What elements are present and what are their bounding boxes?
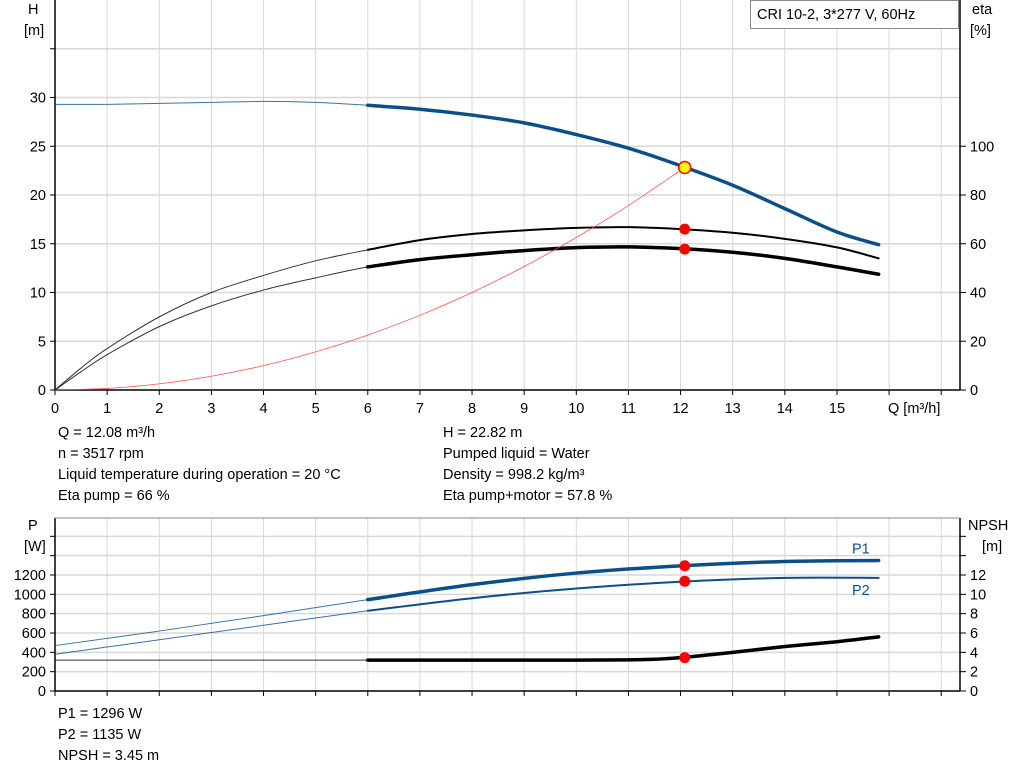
y-tick-label-left: 15 xyxy=(30,237,46,253)
y-axis-label-left: H xyxy=(28,2,38,18)
series-eta_pump-line xyxy=(54,226,879,391)
series-eta_total-operating-range xyxy=(366,245,881,276)
y-tick-label-right: 100 xyxy=(970,139,994,155)
y-tick-label-right: 4 xyxy=(970,645,978,661)
series-eta_pump-operating-range xyxy=(366,226,880,260)
series-H-line xyxy=(54,100,879,246)
series-eta_total-line xyxy=(54,246,879,391)
operating-point-marker xyxy=(677,160,692,175)
y-tick-label-left: 600 xyxy=(22,626,46,642)
y-tick-label-right: 8 xyxy=(970,607,978,623)
series-label-P2: P2 xyxy=(852,583,870,599)
operating-point-marker xyxy=(679,652,691,664)
y-axis-label-right: [%] xyxy=(970,23,991,39)
x-axis-label: Q [m³/h] xyxy=(888,401,940,417)
x-tick-label: 14 xyxy=(777,401,793,417)
x-tick-label: 2 xyxy=(155,401,163,417)
y-tick-label-left: 1000 xyxy=(14,587,46,603)
operating-point-marker xyxy=(679,223,691,235)
y-tick-label-right: 2 xyxy=(970,665,978,681)
info-temperature: Liquid temperature during operation = 20… xyxy=(58,467,341,483)
y-tick-label-right: 40 xyxy=(970,286,986,302)
x-tick-label: 4 xyxy=(259,401,267,417)
y-tick-label-right: 80 xyxy=(970,188,986,204)
operating-point-marker xyxy=(679,560,691,572)
series-label-P1: P1 xyxy=(852,542,870,558)
info-speed: n = 3517 rpm xyxy=(58,446,144,462)
info-top-left: Q = 12.08 m³/h n = 3517 rpm Liquid tempe… xyxy=(58,423,341,507)
info-flow: Q = 12.08 m³/h xyxy=(58,425,156,441)
legend-box xyxy=(750,0,959,29)
y-tick-label-right: 0 xyxy=(970,684,978,700)
legend-text: CRI 10-2, 3*277 V, 60Hz xyxy=(757,7,915,23)
info-eta-pump: Eta pump = 66 % xyxy=(58,488,170,504)
x-tick-label: 15 xyxy=(829,401,845,417)
y-axis-label-left: P xyxy=(28,518,38,534)
info-eta-total: Eta pump+motor = 57.8 % xyxy=(443,488,613,504)
info-top-right: H = 22.82 m Pumped liquid = Water Densit… xyxy=(443,423,612,507)
info-p2: P2 = 1135 W xyxy=(58,727,142,743)
y-tick-label-left: 25 xyxy=(30,139,46,155)
y-tick-label-right: 6 xyxy=(970,626,978,642)
info-p1: P1 = 1296 W xyxy=(58,706,143,722)
x-tick-label: 8 xyxy=(468,401,476,417)
y-tick-label-right: 12 xyxy=(970,568,986,584)
y-tick-label-left: 30 xyxy=(30,91,46,107)
info-bottom: P1 = 1296 W P2 = 1135 W NPSH = 3.45 m xyxy=(58,704,159,767)
info-liquid: Pumped liquid = Water xyxy=(443,446,590,462)
y-axis-label-right: [m] xyxy=(982,539,1002,555)
series-P2-line xyxy=(54,577,879,655)
info-density: Density = 998.2 kg/m³ xyxy=(443,467,585,483)
y-axis-label-left: [m] xyxy=(24,23,44,39)
y-axis-label-right: NPSH xyxy=(968,518,1008,534)
operating-point-marker xyxy=(679,575,691,587)
series-system-line xyxy=(54,167,685,391)
y-tick-label-left: 5 xyxy=(38,334,46,350)
x-tick-label: 0 xyxy=(51,401,59,417)
x-tick-label: 10 xyxy=(568,401,584,417)
y-axis-label-left: [W] xyxy=(24,539,46,555)
series-NPSH-operating-range xyxy=(366,635,881,662)
y-tick-label-left: 0 xyxy=(38,684,46,700)
series-P1-operating-range xyxy=(366,558,881,602)
y-tick-label-left: 0 xyxy=(38,383,46,399)
y-tick-label-left: 400 xyxy=(22,645,46,661)
x-tick-label: 6 xyxy=(364,401,372,417)
x-tick-label: 12 xyxy=(672,401,688,417)
y-tick-label-left: 800 xyxy=(22,607,46,623)
info-npsh: NPSH = 3.45 m xyxy=(58,748,160,764)
y-axis-label-right: eta xyxy=(972,2,993,18)
x-tick-label: 13 xyxy=(725,401,741,417)
x-tick-label: 11 xyxy=(621,401,636,417)
x-tick-label: 7 xyxy=(416,401,424,417)
y-tick-label-left: 20 xyxy=(30,188,46,204)
series-P2-operating-range xyxy=(366,576,880,612)
x-tick-label: 9 xyxy=(520,401,528,417)
y-tick-label-right: 20 xyxy=(970,334,986,350)
y-tick-label-right: 0 xyxy=(970,383,978,399)
info-head: H = 22.82 m xyxy=(443,425,523,441)
operating-point-marker xyxy=(679,243,691,255)
x-tick-label: 1 xyxy=(103,401,111,417)
y-tick-label-right: 10 xyxy=(970,587,986,603)
series-H-operating-range xyxy=(366,103,881,247)
x-tick-label: 5 xyxy=(312,401,320,417)
y-tick-label-left: 200 xyxy=(22,665,46,681)
y-tick-label-right: 60 xyxy=(970,237,986,253)
y-tick-label-left: 10 xyxy=(30,286,46,302)
x-tick-label: 3 xyxy=(207,401,215,417)
y-tick-label-left: 1200 xyxy=(14,568,46,584)
